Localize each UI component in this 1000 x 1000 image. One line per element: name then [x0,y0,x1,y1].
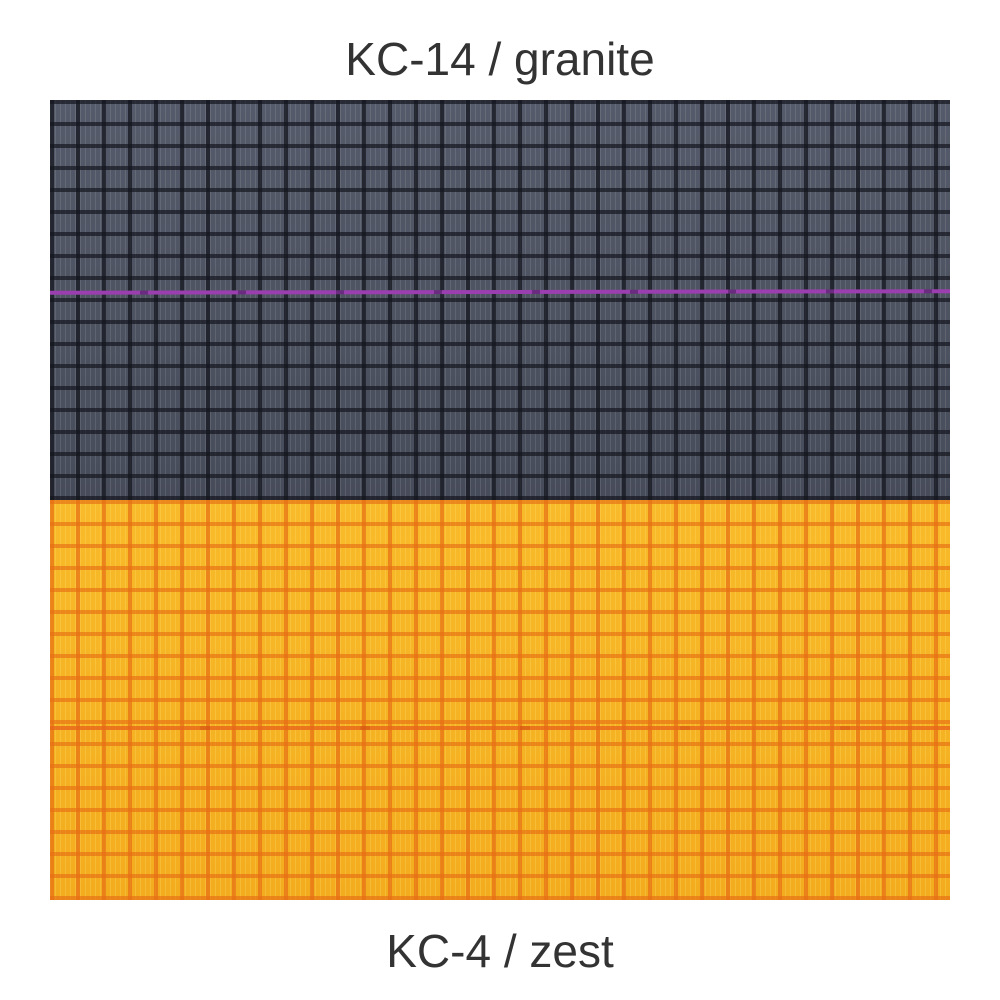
swatch-label-granite: KC-14 / granite [345,33,655,85]
fabric-swatch-granite [50,100,950,500]
stitch-line [50,726,950,730]
swatch-label-zest: KC-4 / zest [386,925,614,977]
fabric-swatch-zest [50,500,950,900]
stitch-line [50,289,950,295]
